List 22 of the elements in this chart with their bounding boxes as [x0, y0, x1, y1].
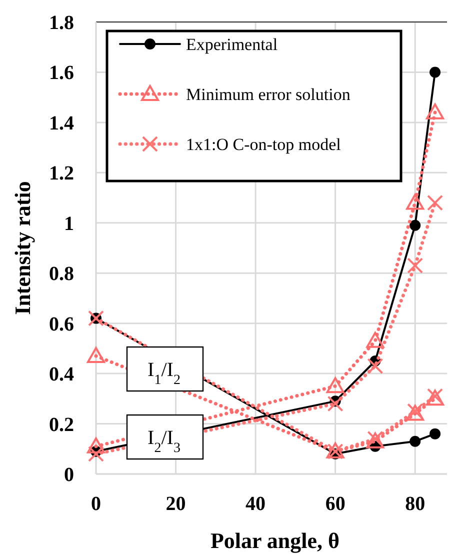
y-tick-label: 1 [64, 212, 74, 235]
y-tick-label: 0.4 [49, 364, 74, 386]
x-tick-label: 0 [91, 493, 101, 515]
annotation: I$_{2}$/I$_{3}$ [148, 427, 180, 456]
annotation: I$_{1}$/I$_{2}$ [148, 359, 180, 388]
legend-label: Minimum error solution [186, 85, 351, 104]
y-tick-label: 1.8 [49, 12, 74, 34]
y-tick-label: 1.6 [49, 62, 74, 84]
y-tick-label: 1.2 [49, 162, 74, 185]
y-tick-label: 0 [64, 464, 74, 486]
x-tick-label: 80 [405, 493, 426, 515]
y-tick-label: 0.8 [49, 263, 74, 286]
y-tick-label: 1.4 [49, 112, 74, 134]
x-tick-label: 40 [246, 493, 266, 515]
legend-label: Experimental [186, 35, 278, 54]
x-axis-title: Polar angle, θ [210, 528, 340, 553]
legend-label: 1x1:O C-on-top model [186, 135, 342, 154]
x-tick-label: 20 [166, 493, 186, 515]
y-tick-label: 0.2 [49, 414, 74, 436]
y-tick-label: 0.6 [49, 313, 74, 336]
x-tick-label: 60 [325, 493, 346, 515]
y-axis-title: Intensity ratio [10, 181, 35, 315]
